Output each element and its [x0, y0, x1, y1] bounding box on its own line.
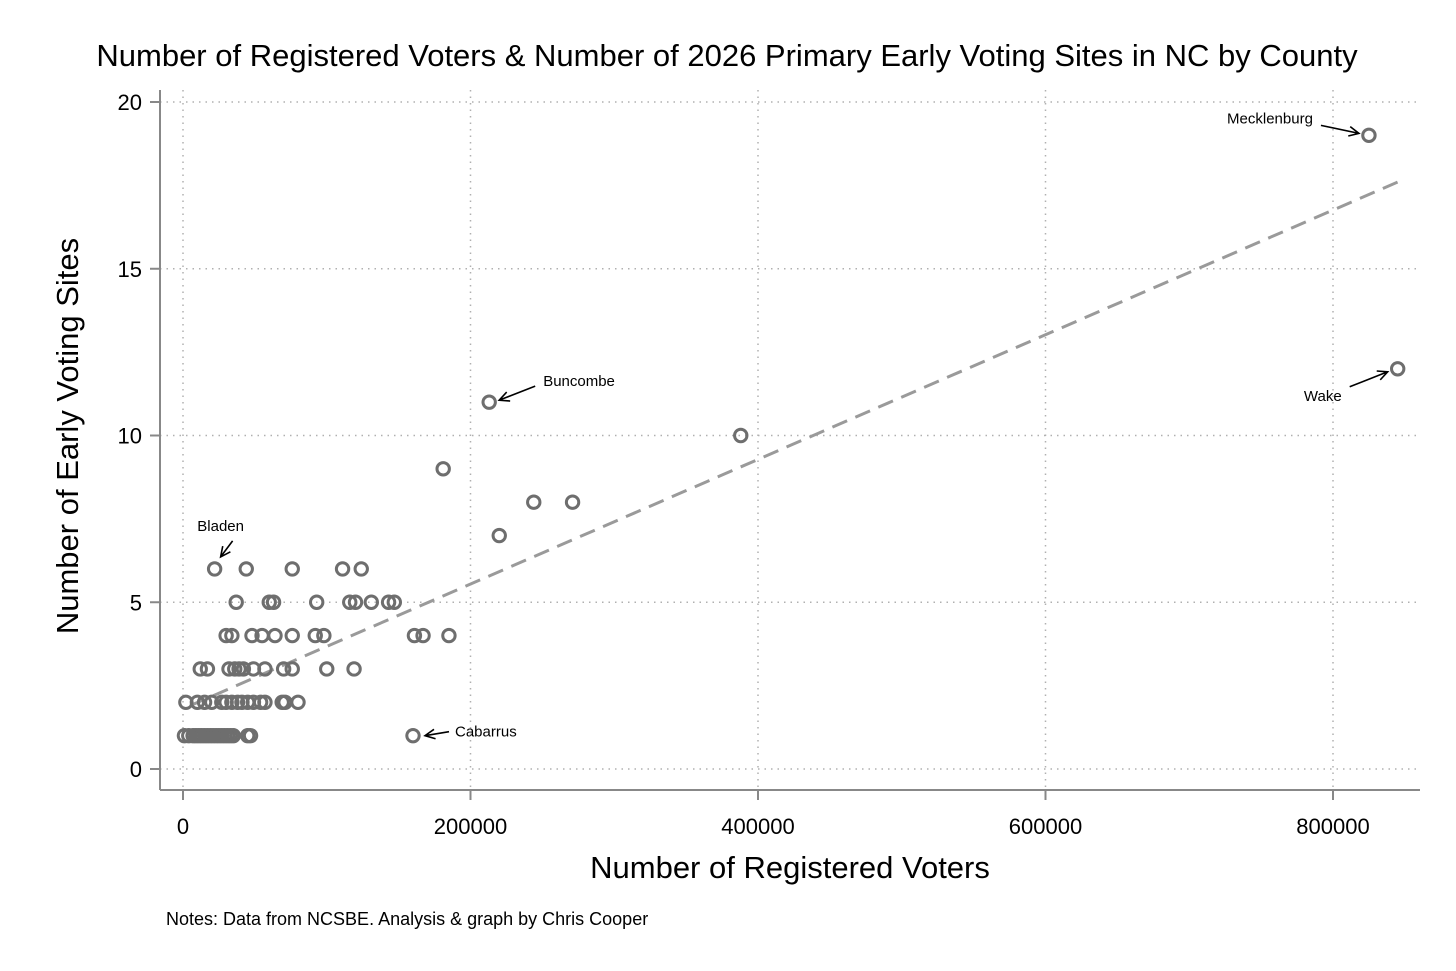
data-point [441, 627, 457, 644]
data-point [284, 627, 300, 644]
data-point [284, 661, 300, 677]
gridlines [160, 90, 1420, 790]
data-point [257, 694, 273, 710]
annotation-label: Mecklenburg [1227, 110, 1313, 127]
data-point [481, 394, 497, 410]
data-point [242, 727, 259, 744]
data-point [267, 627, 283, 644]
data-point [386, 594, 403, 610]
y-tick-label: 5 [130, 590, 142, 615]
data-point [192, 661, 208, 677]
data-point [206, 561, 223, 577]
data-point [224, 627, 240, 644]
data-point [415, 627, 431, 644]
data-point [275, 661, 292, 677]
y-axis-title: Number of Early Voting Sites [50, 238, 85, 634]
annotation-label: Wake [1304, 388, 1342, 405]
annotation-arrow [1349, 370, 1390, 388]
fit-line-group [189, 180, 1399, 708]
data-point [284, 561, 300, 577]
x-tick-label: 0 [177, 814, 189, 839]
data-point [316, 627, 332, 644]
annotation-arrow [219, 540, 234, 559]
x-tick-label: 800000 [1296, 814, 1369, 839]
data-point [307, 627, 323, 644]
annotation-arrow [423, 728, 450, 740]
data-point [235, 661, 252, 677]
x-axis-title: Number of Registered Voters [590, 850, 990, 885]
data-point [199, 661, 216, 677]
data-point [244, 627, 260, 644]
annotation-label: Bladen [197, 518, 244, 535]
fit-line [189, 180, 1399, 708]
data-point [526, 494, 542, 510]
data-points [176, 127, 1406, 744]
annotation-label: Buncombe [543, 373, 615, 390]
x-tick-label: 400000 [721, 814, 794, 839]
data-point [1361, 127, 1377, 144]
data-point [290, 694, 306, 710]
point-annotations: Mecklenburg Wake Buncombe Bladen Cabarrus [197, 110, 1390, 741]
data-point [224, 694, 240, 710]
annotation-arrow [497, 385, 536, 402]
chart-title: Number of Registered Voters & Number of … [96, 38, 1358, 73]
data-point [406, 627, 423, 644]
data-point [204, 694, 220, 710]
data-point [405, 727, 421, 744]
data-point [346, 661, 362, 677]
data-point [319, 661, 335, 677]
data-point [380, 594, 397, 610]
data-point [225, 727, 242, 744]
annotation-label: Cabarrus [455, 724, 517, 741]
data-point [334, 561, 351, 577]
y-tick-label: 15 [118, 257, 142, 282]
chart-note: Notes: Data from NCSBE. Analysis & graph… [166, 909, 648, 929]
data-point [221, 661, 237, 677]
axes: 0 5 10 15 20 0 200000 400000 600000 800000 [118, 90, 1420, 839]
data-point [196, 694, 213, 710]
data-point [342, 594, 358, 610]
data-point [363, 594, 380, 610]
y-tick-label: 10 [118, 424, 142, 449]
data-point [257, 661, 273, 677]
data-point [347, 594, 364, 610]
data-point [564, 494, 581, 510]
data-point [353, 561, 369, 577]
annotation-arrow [1320, 124, 1361, 137]
data-point [308, 594, 325, 610]
data-point [228, 594, 244, 610]
data-point [1389, 361, 1406, 377]
data-point [491, 527, 507, 544]
y-tick-label: 0 [130, 757, 142, 782]
y-tick-label: 20 [118, 90, 142, 115]
data-point [189, 694, 206, 710]
x-tick-label: 200000 [434, 814, 507, 839]
data-point [435, 461, 451, 477]
x-tick-label: 600000 [1009, 814, 1082, 839]
data-point [733, 427, 749, 444]
data-point [265, 594, 282, 610]
data-point [218, 627, 234, 644]
data-point [238, 561, 254, 577]
